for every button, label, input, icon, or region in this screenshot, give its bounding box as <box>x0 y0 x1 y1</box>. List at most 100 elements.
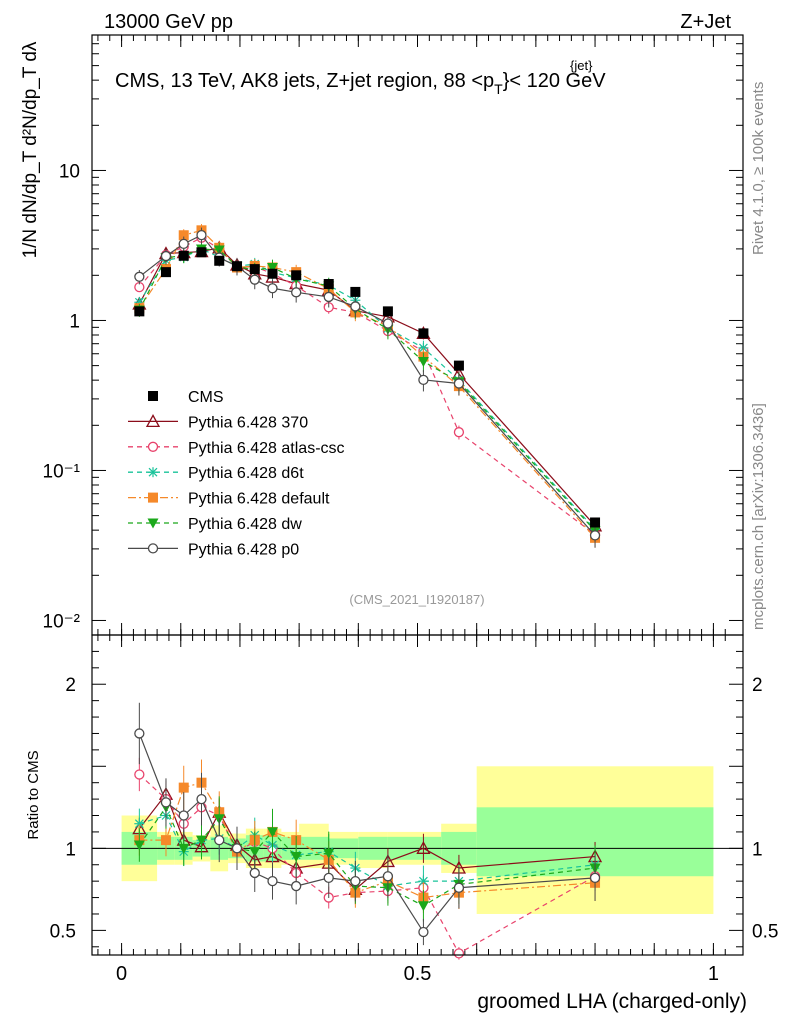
legend-marker-p370 <box>145 414 161 428</box>
point-p0-shape <box>418 374 429 386</box>
ratio-point-p0-shape <box>196 793 207 805</box>
ratio-point-dw <box>249 847 261 858</box>
ratio-point-dw-shape <box>417 901 429 912</box>
point-data-shape <box>382 306 393 317</box>
analysis-watermark: (CMS_2021_I1920187) <box>349 592 484 607</box>
point-data-shape <box>160 267 171 278</box>
point-data <box>418 328 429 339</box>
ratio-point-p0-shape <box>350 876 361 887</box>
legend-item-p370: Pythia 6.428 370 <box>128 414 308 431</box>
point-p0-shape <box>589 530 601 541</box>
ratio-point-p0-shape <box>214 834 225 846</box>
legend-item-default: Pythia 6.428 default <box>128 491 330 508</box>
ratio-point-default <box>178 782 189 793</box>
legend-label-default: Pythia 6.428 default <box>188 491 330 508</box>
rivet-version-text: Rivet 4.1.0, ≥ 100k events <box>750 82 767 255</box>
legend-marker-data-shape <box>148 391 158 401</box>
legend-item-atlas: Pythia 6.428 atlas-csc <box>128 440 345 457</box>
ratio-point-default <box>160 835 171 846</box>
ratio-point-p0 <box>418 926 429 938</box>
ratio-point-p0-shape <box>249 867 260 879</box>
point-data-shape <box>231 261 242 272</box>
ratio-point-p0-shape <box>418 926 429 938</box>
point-p0-shape <box>323 291 334 303</box>
legend-label-atlas: Pythia 6.428 atlas-csc <box>188 440 345 457</box>
ratio-point-p0 <box>178 810 189 821</box>
point-dw <box>417 356 429 367</box>
point-p0 <box>589 530 601 541</box>
point-data <box>382 306 393 317</box>
ratio-point-p0 <box>249 867 260 879</box>
y-tick-label-ratio: 1 <box>65 839 76 860</box>
point-p0 <box>418 374 429 386</box>
point-data-shape <box>291 270 302 281</box>
point-data-shape <box>196 247 207 258</box>
legend-item-d6t: Pythia 6.428 d6t <box>128 465 304 482</box>
ratio-panel: 0 0.5 1 0.5 0.5 1 1 2 2 <box>50 635 778 985</box>
point-p0-shape <box>267 283 278 294</box>
point-d6t-stroke <box>418 343 428 353</box>
point-p0-shape <box>134 271 145 282</box>
x-tick-label: 0.5 <box>404 963 432 985</box>
y-tick-label-ratio-right: 2 <box>752 675 763 696</box>
ratio-point-dw-shape <box>323 848 335 859</box>
ratio-point-p0 <box>323 872 334 884</box>
point-p0 <box>249 274 260 285</box>
point-p0-shape <box>160 250 172 262</box>
ratio-point-dw <box>195 835 207 846</box>
point-data <box>160 267 171 278</box>
legend-marker-p0-shape <box>147 543 159 554</box>
header-left: 13000 GeV pp <box>104 11 233 33</box>
ratio-point-dw <box>133 840 145 851</box>
point-p0 <box>134 271 145 282</box>
point-data <box>134 306 145 317</box>
ratio-point-p0 <box>231 843 243 854</box>
y-axis-label-main: 1/N dN/dp_T d²N/dp_T dλ <box>20 41 41 258</box>
ratio-point-atlas-shape <box>453 948 465 959</box>
point-data-shape <box>134 306 145 317</box>
point-dw-shape <box>417 356 429 367</box>
point-dw <box>267 262 279 273</box>
point-p0-shape <box>350 301 361 312</box>
legend-marker-p0 <box>147 543 159 554</box>
point-data-shape <box>267 268 278 279</box>
main-panel: 10⁻² 10⁻¹ 1 10 <box>43 34 743 635</box>
legend-marker-data <box>148 391 158 401</box>
point-data-shape <box>453 360 464 371</box>
ratio-point-p0-shape <box>382 871 394 882</box>
legend-label-p370: Pythia 6.428 370 <box>188 414 308 431</box>
ratio-point-p0 <box>350 876 361 887</box>
legend-marker-dw <box>147 518 159 529</box>
legend-marker-d6t-stroke <box>148 467 158 477</box>
legend-item-data: CMS <box>148 389 224 406</box>
ratio-point-p0-shape <box>178 810 189 821</box>
ratio-point-dw <box>323 848 335 859</box>
ratio-point-default-shape <box>160 835 171 846</box>
point-p0 <box>196 229 207 241</box>
header-right: Z+Jet <box>680 11 731 33</box>
ratio-line-d6t <box>139 814 596 887</box>
point-data-shape <box>178 250 189 261</box>
point-data <box>350 286 361 297</box>
y-tick-label-ratio: 2 <box>65 675 76 696</box>
legend: CMS Pythia 6.428 370 Pythia 6.428 atlas-cs… <box>128 389 345 558</box>
point-data <box>323 279 334 290</box>
point-data <box>453 360 464 371</box>
ratio-point-p0-shape <box>589 872 601 884</box>
point-p0-shape <box>178 238 189 250</box>
ratio-point-p0-shape <box>323 872 334 884</box>
point-data-shape <box>418 328 429 339</box>
ratio-point-dw-shape <box>267 827 279 838</box>
point-data-shape <box>350 286 361 297</box>
ratio-point-p0-shape <box>160 797 172 808</box>
point-data <box>267 268 278 279</box>
x-axis-label: groomed LHA (charged-only) <box>477 990 747 1013</box>
ratio-point-p0-shape <box>291 880 302 892</box>
ratio-point-p0-shape <box>267 876 278 887</box>
ratio-point-p0 <box>453 882 465 893</box>
ratio-point-d6t-stroke <box>134 819 144 829</box>
ratio-point-p370-shape <box>416 840 431 854</box>
legend-marker-default-shape <box>148 492 158 503</box>
point-p0 <box>267 283 278 294</box>
ratio-point-dw <box>290 852 302 863</box>
